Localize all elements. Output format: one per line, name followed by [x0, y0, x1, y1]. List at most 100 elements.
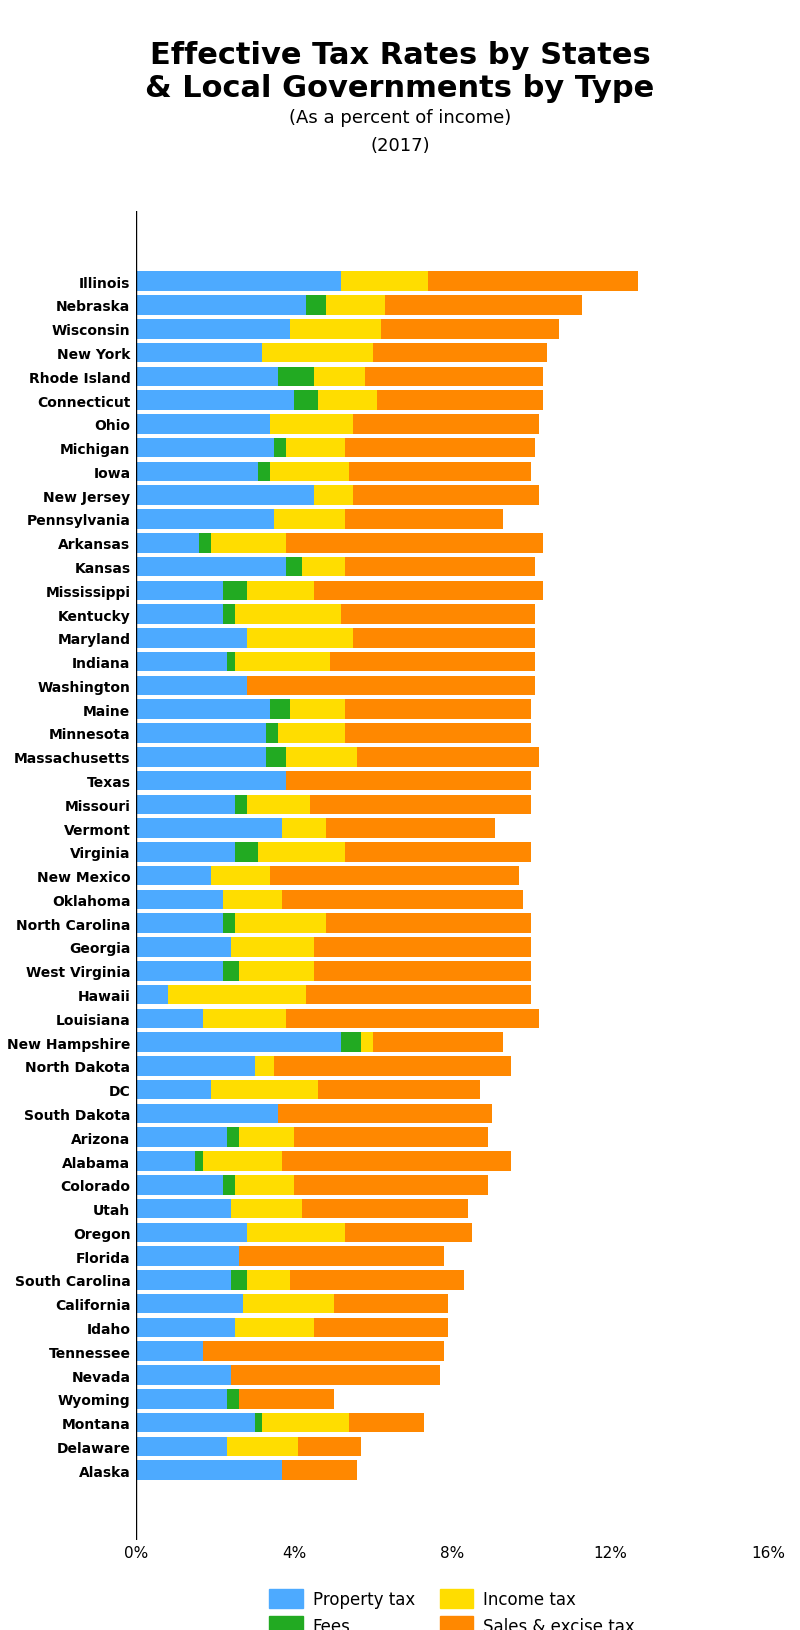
Bar: [286, 557, 302, 577]
Bar: [136, 367, 278, 386]
Bar: [262, 344, 373, 363]
Bar: [326, 297, 385, 316]
Bar: [136, 605, 223, 624]
Bar: [294, 1175, 487, 1195]
Bar: [136, 771, 286, 791]
Bar: [231, 1200, 302, 1219]
Bar: [168, 985, 306, 1004]
Bar: [346, 724, 531, 743]
Bar: [314, 367, 365, 386]
Bar: [136, 463, 258, 482]
Bar: [282, 818, 326, 838]
Bar: [377, 391, 543, 411]
Bar: [346, 438, 535, 458]
Bar: [231, 937, 314, 957]
Bar: [254, 1413, 262, 1433]
Bar: [354, 416, 539, 434]
Bar: [286, 438, 346, 458]
Bar: [242, 1294, 334, 1314]
Bar: [302, 1200, 468, 1219]
Bar: [136, 1056, 254, 1076]
Bar: [203, 1009, 286, 1029]
Bar: [385, 297, 582, 316]
Bar: [136, 1222, 246, 1242]
Bar: [246, 795, 310, 815]
Bar: [290, 1270, 464, 1289]
Bar: [310, 795, 531, 815]
Bar: [136, 1151, 195, 1170]
Bar: [274, 510, 346, 530]
Bar: [286, 748, 358, 768]
Bar: [318, 1081, 480, 1100]
Bar: [266, 724, 278, 743]
Bar: [223, 582, 246, 601]
Bar: [234, 914, 326, 934]
Bar: [326, 818, 495, 838]
Bar: [282, 1460, 358, 1480]
Bar: [227, 652, 234, 672]
Bar: [136, 510, 274, 530]
Bar: [199, 533, 211, 553]
Bar: [136, 1366, 231, 1386]
Bar: [136, 533, 199, 553]
Bar: [211, 867, 270, 885]
Bar: [346, 699, 531, 719]
Bar: [381, 319, 558, 339]
Bar: [136, 1104, 278, 1123]
Bar: [223, 605, 234, 624]
Bar: [227, 1389, 238, 1408]
Bar: [136, 1247, 238, 1267]
Bar: [314, 962, 531, 981]
Bar: [373, 344, 547, 363]
Bar: [290, 699, 346, 719]
Bar: [286, 1009, 539, 1029]
Bar: [238, 1128, 294, 1148]
Bar: [361, 1033, 373, 1053]
Bar: [350, 463, 531, 482]
Bar: [294, 391, 318, 411]
Bar: [136, 985, 168, 1004]
Bar: [136, 1033, 342, 1053]
Bar: [234, 652, 330, 672]
Bar: [231, 1270, 246, 1289]
Bar: [270, 463, 350, 482]
Bar: [136, 1413, 254, 1433]
Bar: [246, 676, 535, 696]
Bar: [136, 319, 290, 339]
Bar: [136, 818, 282, 838]
Bar: [136, 890, 223, 910]
Bar: [274, 1056, 511, 1076]
Bar: [246, 582, 314, 601]
Bar: [342, 605, 535, 624]
Bar: [278, 367, 314, 386]
Bar: [136, 748, 266, 768]
Bar: [342, 1033, 361, 1053]
Bar: [136, 416, 270, 434]
Bar: [298, 1436, 361, 1456]
Bar: [211, 1081, 318, 1100]
Bar: [136, 1200, 231, 1219]
Bar: [136, 438, 274, 458]
Bar: [136, 1294, 242, 1314]
Text: (As a percent of income): (As a percent of income): [289, 109, 511, 127]
Bar: [136, 1341, 203, 1361]
Bar: [274, 438, 286, 458]
Bar: [136, 391, 294, 411]
Bar: [211, 533, 286, 553]
Bar: [318, 391, 377, 411]
Bar: [314, 1319, 448, 1337]
Bar: [136, 867, 211, 885]
Bar: [350, 1413, 424, 1433]
Bar: [136, 1436, 227, 1456]
Bar: [227, 1128, 238, 1148]
Bar: [136, 1175, 223, 1195]
Bar: [306, 297, 326, 316]
Bar: [136, 962, 223, 981]
Bar: [136, 1081, 211, 1100]
Bar: [231, 1366, 440, 1386]
Bar: [346, 557, 535, 577]
Bar: [346, 1222, 472, 1242]
Bar: [203, 1341, 444, 1361]
Bar: [346, 510, 503, 530]
Bar: [223, 962, 238, 981]
